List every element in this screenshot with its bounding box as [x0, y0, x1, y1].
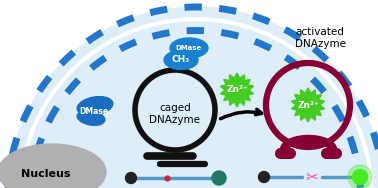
- Circle shape: [125, 173, 136, 183]
- Circle shape: [353, 170, 367, 184]
- Text: Zn²⁺: Zn²⁺: [226, 86, 248, 95]
- Text: activated
DNAzyme: activated DNAzyme: [294, 27, 345, 49]
- Circle shape: [259, 171, 270, 183]
- Polygon shape: [8, 7, 378, 188]
- Ellipse shape: [164, 51, 198, 70]
- Polygon shape: [291, 88, 325, 122]
- Polygon shape: [220, 73, 254, 107]
- Ellipse shape: [77, 97, 113, 115]
- Ellipse shape: [77, 111, 105, 125]
- Text: ✂: ✂: [306, 171, 318, 186]
- Text: Zn²⁺: Zn²⁺: [297, 101, 319, 109]
- Text: CH₃: CH₃: [172, 55, 190, 64]
- Text: DMase: DMase: [176, 45, 202, 51]
- Text: caged
DNAzyme: caged DNAzyme: [150, 103, 200, 125]
- Circle shape: [348, 165, 372, 188]
- Ellipse shape: [170, 38, 208, 58]
- Text: Nucleus: Nucleus: [21, 169, 71, 179]
- Ellipse shape: [0, 144, 106, 188]
- Text: DMase: DMase: [79, 106, 108, 115]
- Circle shape: [212, 171, 226, 185]
